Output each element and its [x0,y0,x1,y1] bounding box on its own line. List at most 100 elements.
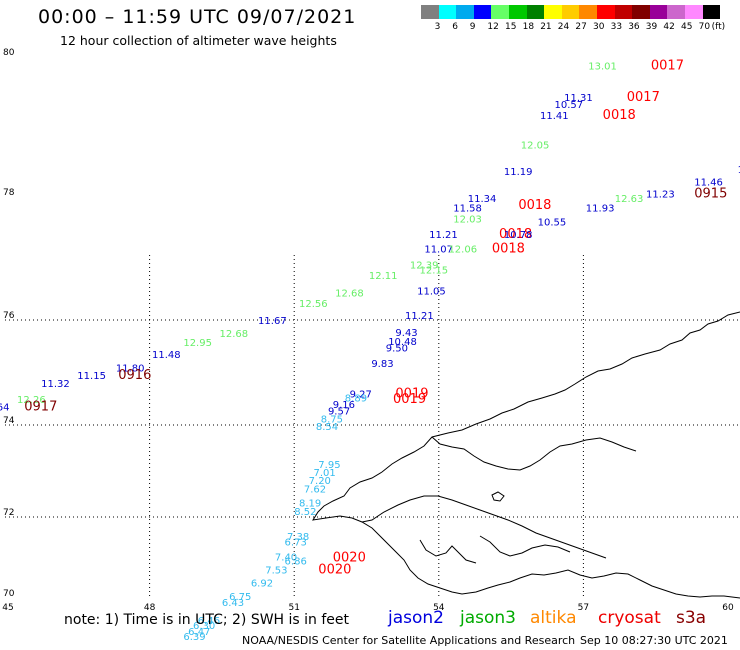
scale-label: 27 [575,22,587,32]
wave-height-label: 9.27 [350,390,372,401]
legend-jason3: jason3 [460,608,516,628]
coastline-inlet-north [431,436,637,471]
pass-time-label: 0018 [492,242,525,257]
wave-height-label: 9.43 [395,328,417,339]
wave-height-label: 11.15 [77,371,106,382]
color-swatch [667,5,685,19]
legend-jason2: jason2 [388,608,444,628]
color-swatch [456,5,474,19]
wave-height-label: 12.63 [615,194,644,205]
wave-height-label: 11.58 [453,203,482,214]
scale-label: 42 [663,22,675,32]
scale-label: 6 [452,22,458,32]
wave-height-label: 6.86 [285,557,307,568]
wave-height-label: 12.56 [299,299,328,310]
scale-label: 9 [469,22,476,32]
color-swatch [438,5,457,19]
footer-timestamp: Sep 10 08:27:30 UTC 2021 [580,634,728,647]
wave-height-label: 6.30 [193,621,215,632]
wave-height-label: 10.48 [388,337,417,348]
color-swatch [596,5,615,19]
wave-height-label: 12.11 [369,271,398,282]
color-scale-bar [421,5,721,19]
coastline-fjord [479,535,571,557]
footer-note: note: 1) Time is in UTC; 2) SWH is in fe… [64,612,350,628]
color-swatch [508,5,527,19]
wave-height-label: 6.39 [183,632,205,643]
color-swatch [473,5,492,19]
wave-height-label: 11.34 [468,194,497,205]
wave-height-label: 10.57 [554,100,583,111]
wave-height-label: 8.89 [345,394,367,405]
wave-height-label: 11.02 [738,165,740,176]
legend-cryosat: cryosat [598,608,661,628]
map-title: 00:00 – 11:59 UTC 09/07/2021 [38,6,357,28]
scale-label: 39 [645,22,658,32]
wave-height-label: 10.78 [504,230,533,241]
y-tick-label: 74 [3,416,15,426]
wave-height-label: 6.43 [222,598,244,609]
scale-unit: (ft) [711,22,726,32]
legend-s3a: s3a [676,608,707,628]
x-tick-label: 48 [144,603,156,613]
y-tick-label: 72 [3,508,14,518]
pass-time-label: 0020 [333,551,366,566]
coastline-inlet-south [361,495,607,559]
wave-height-label: 12.68 [219,329,248,340]
wave-height-label: 9.16 [333,400,355,411]
wave-height-label: 8.52 [294,507,316,518]
scale-label: 18 [522,22,535,32]
x-tick-label: 60 [722,603,734,613]
wave-height-label: 11.32 [41,379,70,390]
color-swatch [684,5,703,19]
wave-height-label: 13.01 [588,61,617,72]
x-tick-label: 51 [288,603,299,613]
wave-height-label: 7.62 [304,484,326,495]
color-swatch [421,5,439,19]
wave-height-label: 6.47 [188,627,210,638]
wave-height-label: 7.40 [275,553,297,564]
x-tick-label: 45 [2,603,13,613]
wave-height-label: 11.80 [116,363,145,374]
scale-label: 21 [540,22,552,32]
pass-time-label: 0018 [603,108,636,123]
color-swatch [702,5,721,19]
wave-height-label: 11.19 [504,167,533,178]
wave-height-label: 11.93 [586,203,615,214]
y-tick-label: 76 [3,311,15,321]
wave-height-label: 6.73 [285,537,307,548]
wave-height-label: 11.46 [694,178,723,189]
x-tick-label: 57 [578,603,589,613]
scale-label: 15 [505,22,517,32]
coastline-bay [419,539,477,564]
wave-height-label: 6.46 [198,616,220,627]
color-swatch [544,5,562,19]
wave-height-label: 12.15 [420,266,449,277]
color-swatch [579,5,597,19]
coastline-mainland [311,311,740,599]
scale-label: 45 [681,22,693,32]
color-swatch [491,5,509,19]
x-tick-label: 54 [433,603,445,613]
wave-height-label: 11.07 [424,245,453,256]
pass-time-label: 0017 [651,58,684,73]
wave-height-label: 11.31 [564,93,593,104]
legend-altika: altika [530,608,577,628]
color-swatch [561,5,580,19]
wave-height-label: 7.20 [309,476,331,487]
wave-height-label: 12.05 [521,141,550,152]
pass-time-label: 0916 [118,368,151,383]
axis-tick-labels: 45 48 51 54 57 60 70 72 74 76 78 80 [2,48,734,613]
scale-label: 30 [593,22,605,32]
y-tick-label: 80 [3,48,15,58]
wave-height-label: 8.19 [299,498,321,509]
wave-height-label: 7.95 [318,460,340,471]
scale-label: 36 [628,22,640,32]
wave-height-label: 12.95 [183,338,212,349]
wave-height-label: 12.03 [453,215,482,226]
wave-height-label: 11.05 [417,286,446,297]
color-swatch [526,5,545,19]
island [491,491,505,502]
